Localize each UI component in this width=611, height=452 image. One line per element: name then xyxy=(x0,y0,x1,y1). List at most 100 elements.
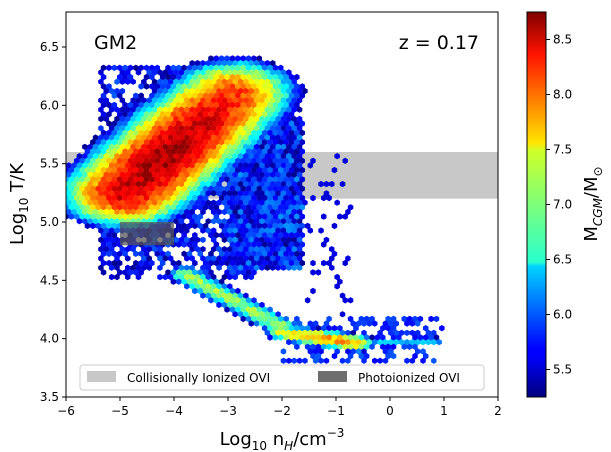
hexbin xyxy=(345,357,351,364)
hexbin xyxy=(243,106,249,113)
hexbin xyxy=(286,320,292,327)
hexbin xyxy=(111,204,118,211)
hexbin xyxy=(264,78,271,85)
hexbin xyxy=(143,250,150,257)
hexbin xyxy=(237,292,244,299)
hexbin xyxy=(197,222,203,230)
hexbin xyxy=(103,162,109,169)
hexbin xyxy=(385,315,391,323)
hexbin xyxy=(264,87,271,95)
hexbin xyxy=(304,343,311,350)
hexbin xyxy=(98,143,104,150)
hexbin xyxy=(245,120,252,127)
hexbin xyxy=(219,166,225,174)
hexbin xyxy=(125,264,131,271)
hexbin xyxy=(334,199,340,206)
hexbin xyxy=(170,111,177,118)
hexbin xyxy=(197,287,203,295)
hexbin xyxy=(210,236,217,243)
hexbin xyxy=(240,176,246,183)
hexbin xyxy=(111,250,118,257)
hexbin xyxy=(286,162,292,169)
hexbin xyxy=(270,153,276,160)
hexbin xyxy=(200,143,206,150)
hexbin xyxy=(291,329,297,336)
hexbin xyxy=(256,64,262,71)
hexbin xyxy=(318,357,324,364)
hexbin xyxy=(138,176,144,183)
hexbin xyxy=(98,106,104,113)
legend: Collisionally Ionized OVI Photoionized O… xyxy=(79,364,485,391)
hexbin xyxy=(168,69,174,76)
hexbin xyxy=(439,325,445,332)
hexbin xyxy=(202,185,209,192)
hexbin xyxy=(157,180,163,188)
hexbin xyxy=(216,218,222,225)
hexbin xyxy=(125,180,131,188)
hexbin xyxy=(176,101,182,109)
hexbin xyxy=(339,329,346,336)
hexbin xyxy=(288,129,295,137)
hexbin xyxy=(165,129,171,137)
hexbin xyxy=(294,232,300,239)
hexbin xyxy=(79,194,85,202)
hexbin xyxy=(251,315,257,323)
hexbin xyxy=(133,194,139,202)
hexbin xyxy=(146,162,152,169)
hexbin xyxy=(323,190,330,197)
hexbin xyxy=(189,125,195,132)
hexbin xyxy=(194,246,201,253)
hexbin xyxy=(143,83,150,90)
hexbin xyxy=(264,236,271,243)
hexbin xyxy=(401,315,407,323)
hexbin xyxy=(245,111,252,118)
hexbin xyxy=(149,111,155,118)
hexbin xyxy=(202,139,209,146)
hexbin xyxy=(138,250,144,257)
hexbin xyxy=(272,101,279,109)
hexbin xyxy=(283,315,289,323)
hexbin xyxy=(240,92,246,99)
hexbin xyxy=(302,357,308,364)
hexbin xyxy=(264,208,271,216)
hexbin xyxy=(192,204,198,211)
hexbin xyxy=(125,143,131,150)
hexbin xyxy=(133,157,139,164)
hexbin xyxy=(176,213,182,220)
hexbin xyxy=(114,125,120,132)
hexbin xyxy=(181,157,187,164)
hexbin xyxy=(178,190,185,197)
hexbin xyxy=(173,236,179,243)
hexbin xyxy=(184,255,190,262)
hexbin xyxy=(127,129,134,137)
hexbin xyxy=(66,171,72,178)
hexbin xyxy=(210,180,217,188)
hexbin xyxy=(251,306,257,313)
hexbin xyxy=(141,264,147,271)
hexbin xyxy=(243,115,249,123)
hexbin xyxy=(149,92,155,99)
hexbin xyxy=(213,278,220,285)
hexbin xyxy=(221,292,228,299)
hexbin xyxy=(114,190,120,197)
hexbin xyxy=(253,97,260,104)
hexbin xyxy=(200,236,206,243)
hexbin xyxy=(117,139,123,146)
hexbin xyxy=(133,64,139,71)
hexbin xyxy=(141,171,147,178)
hexbin xyxy=(436,339,442,346)
hexbin xyxy=(224,166,230,174)
hexbin xyxy=(331,166,338,174)
hexbin xyxy=(221,106,228,113)
hexbin xyxy=(66,185,69,192)
hexbin xyxy=(151,97,158,104)
hexbin xyxy=(264,171,271,178)
hexbin xyxy=(184,115,190,123)
hexbin xyxy=(184,87,190,95)
hexbin xyxy=(275,218,281,225)
hexbin xyxy=(157,115,163,123)
hexbin xyxy=(272,166,279,174)
hexbin xyxy=(168,171,174,178)
hexbin xyxy=(119,171,126,178)
hexbin xyxy=(243,162,249,169)
